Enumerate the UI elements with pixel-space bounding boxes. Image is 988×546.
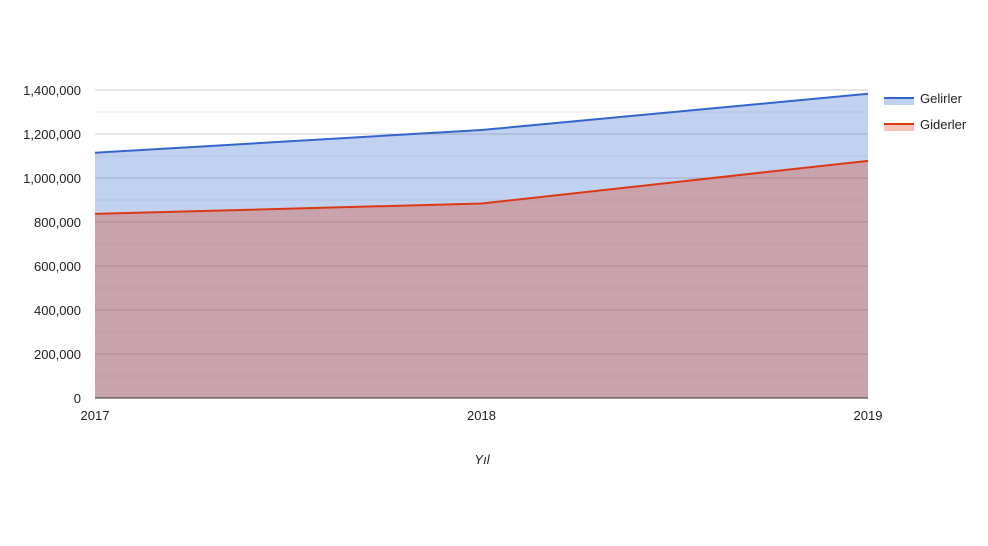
- legend: Gelirler Giderler: [884, 91, 967, 132]
- series-lines: [92, 91, 871, 217]
- data-point-1-2[interactable]: [865, 158, 871, 164]
- data-point-0-2[interactable]: [865, 91, 871, 97]
- legend-label: Gelirler: [920, 91, 963, 106]
- legend-item-0[interactable]: Gelirler: [884, 91, 963, 106]
- y-tick-label: 1,000,000: [23, 171, 81, 186]
- axes: 0 200,000 400,000 600,000 800,000 1,000,000 1,…: [23, 83, 882, 423]
- y-tick-label: 0: [74, 391, 81, 406]
- x-tick-label: 2017: [81, 408, 110, 423]
- legend-swatch: [884, 98, 914, 105]
- series-line-0[interactable]: [94, 92, 869, 154]
- y-tick-label: 400,000: [34, 303, 81, 318]
- legend-label: Giderler: [920, 117, 967, 132]
- series-areas: [95, 93, 868, 399]
- y-tick-label: 800,000: [34, 215, 81, 230]
- x-axis-title: Yıl: [474, 452, 490, 467]
- x-tick-label: 2018: [467, 408, 496, 423]
- y-tick-label: 1,200,000: [23, 127, 81, 142]
- legend-swatch: [884, 124, 914, 131]
- series-area-1: [95, 160, 868, 398]
- legend-item-1[interactable]: Giderler: [884, 117, 967, 132]
- data-point-0-1[interactable]: [479, 127, 485, 133]
- data-point-1-0[interactable]: [92, 211, 98, 217]
- series-line-1[interactable]: [94, 159, 869, 215]
- series-area-0: [95, 93, 868, 399]
- y-tick-label: 1,400,000: [23, 83, 81, 98]
- data-point-0-0[interactable]: [92, 150, 98, 156]
- y-tick-label: 200,000: [34, 347, 81, 362]
- gridlines: [95, 89, 868, 377]
- x-tick-label: 2019: [854, 408, 883, 423]
- y-tick-label: 600,000: [34, 259, 81, 274]
- data-point-1-1[interactable]: [479, 201, 485, 207]
